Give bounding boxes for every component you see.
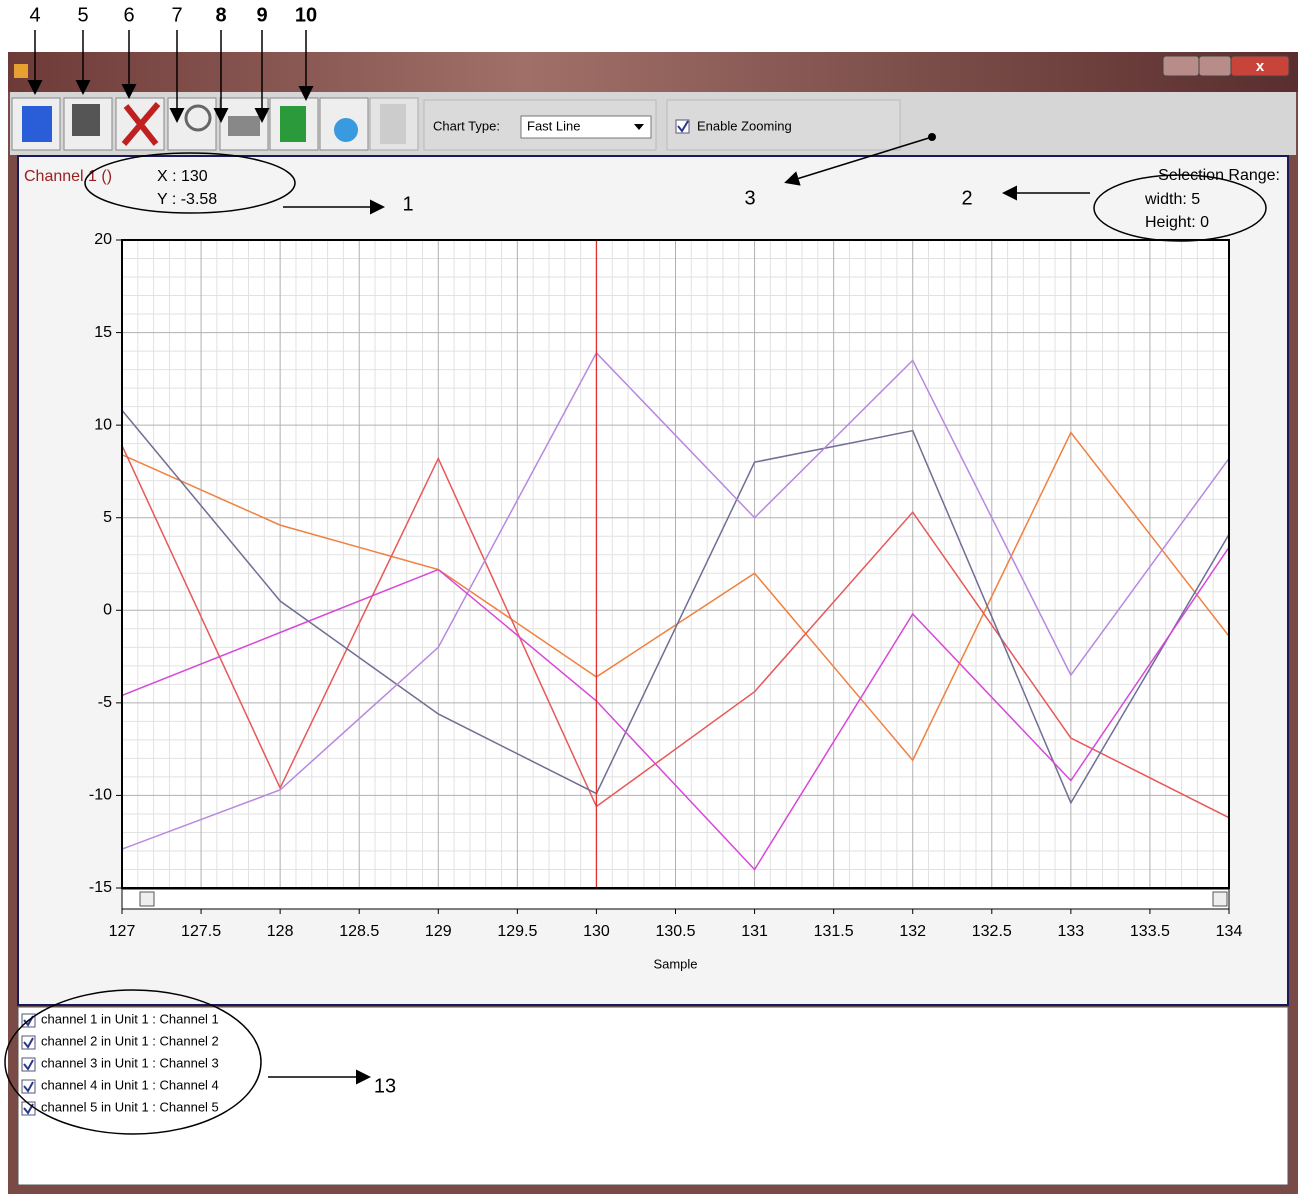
icon bbox=[22, 106, 52, 142]
x-tick-label: 132 bbox=[899, 923, 926, 940]
toolbar-buttons bbox=[12, 98, 418, 150]
icon bbox=[380, 104, 406, 144]
app-icon bbox=[14, 64, 28, 78]
legend-label: channel 2 in Unit 1 : Channel 2 bbox=[41, 1033, 219, 1048]
chart-type-label: Chart Type: bbox=[433, 118, 500, 133]
cursor-y: Y : -3.58 bbox=[157, 191, 217, 208]
annotation-number: 1 bbox=[402, 193, 413, 215]
legend-label: channel 4 in Unit 1 : Channel 4 bbox=[41, 1077, 219, 1092]
y-tick-label: 20 bbox=[94, 231, 112, 248]
x-tick-label: 131 bbox=[741, 923, 768, 940]
zoom-label: Enable Zooming bbox=[697, 118, 792, 133]
scroll-right[interactable] bbox=[1213, 892, 1227, 906]
icon bbox=[228, 116, 260, 136]
x-tick-label: 130.5 bbox=[655, 923, 695, 940]
chart-type-value: Fast Line bbox=[527, 118, 580, 133]
minimize-button[interactable] bbox=[1163, 56, 1199, 76]
x-tick-label: 133.5 bbox=[1130, 923, 1170, 940]
scrollbar[interactable] bbox=[122, 889, 1229, 909]
y-tick-label: 5 bbox=[103, 509, 112, 526]
legend-label: channel 1 in Unit 1 : Channel 1 bbox=[41, 1011, 219, 1026]
maximize-button[interactable] bbox=[1199, 56, 1231, 76]
close-glyph: x bbox=[1256, 58, 1265, 75]
annotation-number: 8 bbox=[215, 4, 226, 26]
annotation-number: 13 bbox=[374, 1075, 396, 1097]
x-tick-label: 128 bbox=[267, 923, 294, 940]
scroll-left[interactable] bbox=[140, 892, 154, 906]
x-tick-label: 129 bbox=[425, 923, 452, 940]
x-tick-label: 131.5 bbox=[814, 923, 854, 940]
annotation-number: 4 bbox=[29, 4, 40, 26]
annotation-number: 5 bbox=[77, 4, 88, 26]
title-bar bbox=[8, 52, 1298, 92]
x-tick-label: 129.5 bbox=[497, 923, 537, 940]
x-tick-label: 127 bbox=[109, 923, 136, 940]
y-tick-label: 0 bbox=[103, 602, 112, 619]
legend-label: channel 3 in Unit 1 : Channel 3 bbox=[41, 1055, 219, 1070]
cursor-x: X : 130 bbox=[157, 168, 208, 185]
annotation-number: 2 bbox=[961, 187, 972, 209]
annotation-number: 6 bbox=[123, 4, 134, 26]
x-tick-label: 130 bbox=[583, 923, 610, 940]
y-tick-label: -5 bbox=[98, 694, 112, 711]
cursor-channel: Channel 1 () bbox=[24, 168, 112, 185]
x-tick-label: 128.5 bbox=[339, 923, 379, 940]
screen: x Chart Type: Fast Line Enable Zooming C… bbox=[0, 0, 1302, 1194]
icon bbox=[280, 106, 306, 142]
selection-height: Height: 0 bbox=[1145, 214, 1209, 231]
icon bbox=[334, 118, 358, 142]
x-tick-label: 134 bbox=[1216, 923, 1243, 940]
y-tick-label: -10 bbox=[89, 787, 112, 804]
plot: 127 127.5 128 128.5 129 129.5 130 130.5 131 131.5… bbox=[89, 231, 1243, 971]
annotation-number: 9 bbox=[256, 4, 267, 26]
x-tick-label: 127.5 bbox=[181, 923, 221, 940]
x-axis-label: Sample bbox=[653, 956, 697, 971]
legend-label: channel 5 in Unit 1 : Channel 5 bbox=[41, 1099, 219, 1114]
y-tick-label: 10 bbox=[94, 416, 112, 433]
annotation-number: 3 bbox=[744, 187, 755, 209]
annotation-number: 7 bbox=[171, 4, 182, 26]
icon bbox=[72, 104, 100, 136]
annotation-number: 10 bbox=[295, 4, 317, 26]
selection-width: width: 5 bbox=[1144, 191, 1200, 208]
x-tick-label: 132.5 bbox=[972, 923, 1012, 940]
y-tick-label: -15 bbox=[89, 879, 112, 896]
x-tick-label: 133 bbox=[1058, 923, 1085, 940]
arrow-dot bbox=[928, 133, 936, 141]
y-tick-label: 15 bbox=[94, 324, 112, 341]
